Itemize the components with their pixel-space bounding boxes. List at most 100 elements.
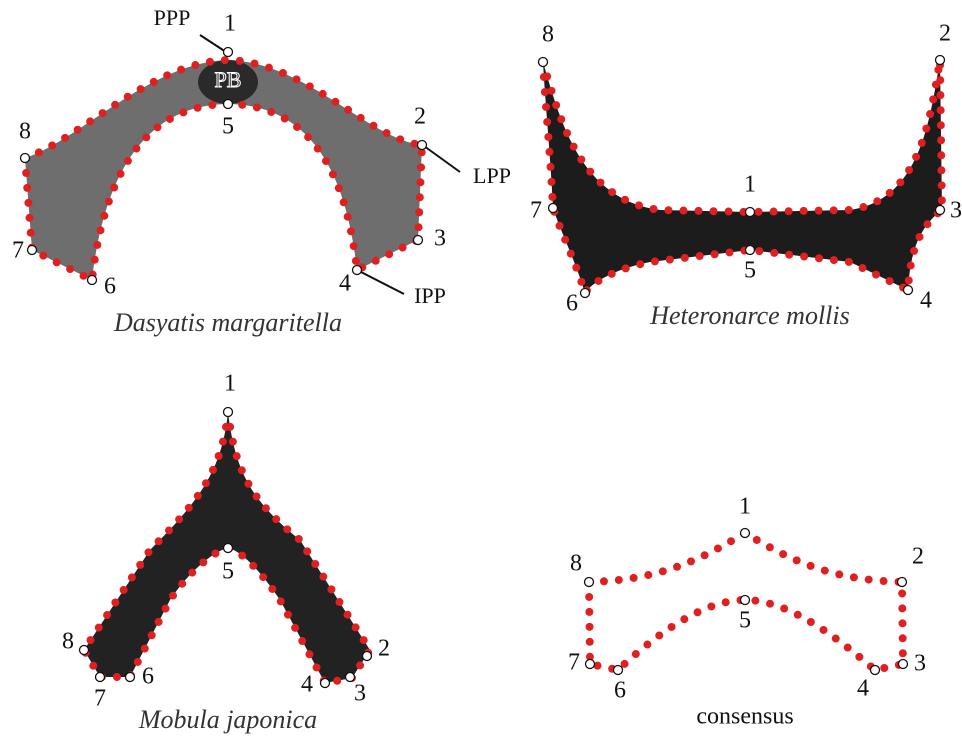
semilandmark [586, 623, 594, 631]
semilandmark [659, 567, 667, 575]
semilandmark [644, 571, 652, 579]
semilandmark [166, 115, 174, 123]
semilandmark [124, 157, 132, 165]
semilandmark [850, 573, 858, 581]
semilandmark [905, 276, 913, 284]
semilandmark [415, 223, 423, 231]
semilandmark [547, 163, 555, 171]
landmark [126, 673, 135, 682]
semilandmark [249, 562, 257, 570]
semilandmark [93, 241, 101, 249]
species-name: Heteronarce mollis [649, 301, 850, 330]
semilandmark [369, 122, 377, 130]
semilandmark [169, 592, 177, 600]
semilandmark [807, 562, 815, 570]
semilandmark [898, 589, 906, 597]
semilandmark [314, 145, 322, 153]
semilandmark [608, 270, 616, 278]
semilandmark [673, 563, 681, 571]
landmark [746, 246, 755, 255]
species-name: Dasyatis margaritella [113, 308, 342, 337]
semilandmark [281, 115, 289, 123]
semilandmark [265, 64, 273, 72]
landmark [353, 266, 362, 275]
semilandmark [899, 619, 907, 627]
semilandmark [844, 644, 852, 652]
semilandmark [352, 257, 360, 265]
landmark [741, 596, 750, 605]
landmark [871, 666, 880, 675]
annotation: PPP [154, 5, 191, 30]
landmark [614, 666, 623, 675]
landmark [581, 289, 590, 298]
landmark-label: 8 [19, 119, 31, 145]
semilandmark [766, 600, 774, 608]
semilandmark [755, 247, 763, 255]
semilandmark [344, 213, 352, 221]
landmark [224, 408, 233, 417]
semilandmark [215, 452, 223, 460]
semilandmark [372, 257, 380, 265]
semilandmark [385, 250, 393, 258]
semilandmark [39, 252, 47, 260]
semilandmark [830, 256, 838, 264]
semilandmark [399, 244, 407, 252]
landmark [28, 246, 37, 255]
semilandmark [922, 125, 930, 133]
semilandmark [306, 82, 314, 90]
semilandmark [80, 272, 88, 280]
semilandmark [755, 208, 763, 216]
semilandmark [175, 515, 183, 523]
landmark [899, 660, 908, 669]
semilandmark [905, 166, 913, 174]
semilandmark [253, 492, 261, 500]
semilandmark [268, 585, 276, 593]
landmark [96, 673, 105, 682]
semilandmark [545, 148, 553, 156]
semilandmark [304, 133, 312, 141]
semilandmark [153, 123, 161, 131]
semilandmark [284, 611, 292, 619]
semilandmark [886, 189, 894, 197]
semilandmark [105, 198, 113, 206]
semilandmark [211, 550, 219, 558]
semilandmark [27, 229, 35, 237]
landmark-label: 7 [94, 686, 106, 712]
semilandmark [937, 121, 945, 129]
semilandmark [937, 151, 945, 159]
semilandmark [694, 207, 702, 215]
semilandmark [113, 673, 121, 681]
semilandmark [87, 636, 95, 644]
semilandmark [615, 576, 623, 584]
landmark [936, 206, 945, 215]
semilandmark [621, 196, 629, 204]
semilandmark [794, 611, 802, 619]
semilandmark [557, 115, 565, 123]
semilandmark [608, 188, 616, 196]
semilandmark [86, 117, 94, 125]
landmark-label: 3 [354, 681, 366, 707]
semilandmark [687, 557, 695, 565]
semilandmark [622, 264, 630, 272]
landmark-label: 1 [224, 11, 236, 37]
semilandmark [222, 423, 230, 431]
semilandmark [124, 93, 132, 101]
semilandmark [111, 101, 119, 109]
semilandmark [293, 123, 301, 131]
semilandmark [873, 197, 881, 205]
semilandmark [327, 585, 335, 593]
semilandmark [855, 653, 863, 661]
semilandmark [202, 479, 210, 487]
semilandmark [544, 133, 552, 141]
landmark [549, 204, 558, 213]
landmark-label: 6 [104, 274, 116, 300]
semilandmark [208, 101, 216, 109]
semilandmark [251, 60, 259, 68]
semilandmark [936, 91, 944, 99]
semilandmark [714, 544, 722, 552]
semilandmark [209, 466, 217, 474]
semilandmark [845, 258, 853, 266]
semilandmark [770, 249, 778, 257]
semilandmark [668, 623, 676, 631]
leader-line [359, 271, 404, 294]
